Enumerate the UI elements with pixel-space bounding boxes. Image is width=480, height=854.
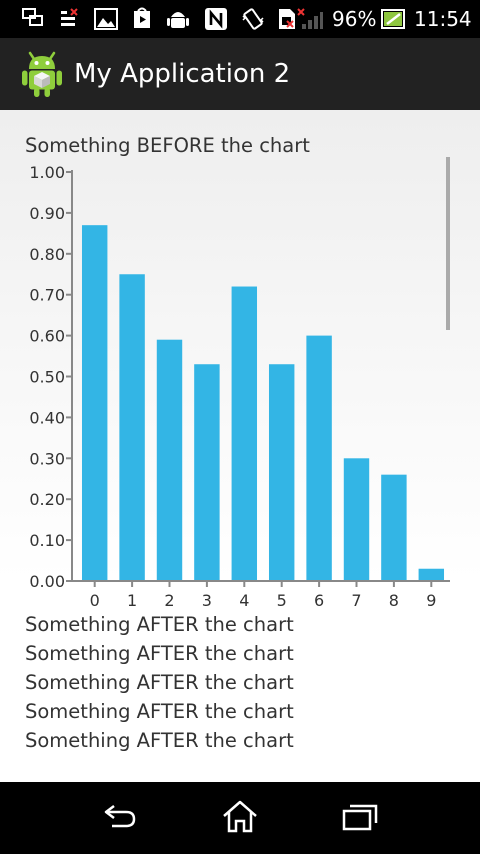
- y-tick-label: 0.00: [29, 572, 65, 591]
- bar: [381, 474, 407, 581]
- y-tick-label: 0.10: [29, 531, 65, 550]
- y-tick-label: 0.40: [29, 408, 65, 427]
- battery-charging-icon: [381, 7, 407, 35]
- bar: [418, 568, 445, 581]
- bar: [119, 274, 145, 581]
- y-tick-label: 0.50: [29, 368, 65, 387]
- x-tick-label: 7: [351, 591, 361, 610]
- y-tick-label: 0.60: [29, 327, 65, 346]
- screen-mirroring-icon: [22, 7, 44, 33]
- clock: 11:54: [414, 7, 472, 31]
- x-tick-label: 4: [239, 591, 249, 610]
- y-tick-label: 1.00: [29, 163, 65, 182]
- bar: [194, 364, 220, 581]
- android-debug-icon: [166, 7, 190, 35]
- x-tick-label: 1: [127, 591, 137, 610]
- navigation-bar: [0, 782, 480, 854]
- bar: [231, 286, 258, 581]
- signal-strength-icon: [296, 7, 324, 35]
- android-robot-icon[interactable]: [20, 50, 64, 102]
- home-button[interactable]: [210, 798, 270, 838]
- action-bar: My Application 2: [0, 38, 480, 110]
- x-tick-label: 9: [426, 591, 436, 610]
- app-title: My Application 2: [74, 59, 291, 89]
- vibrate-icon: [240, 7, 266, 35]
- back-icon: [90, 798, 150, 834]
- nfc-icon: [204, 7, 228, 35]
- home-icon: [210, 798, 270, 834]
- scrollbar[interactable]: [446, 157, 450, 330]
- battery-percentage: 96%: [332, 7, 377, 31]
- notification-list-icon: [58, 7, 80, 33]
- after-chart-text: Something AFTER the chart: [25, 613, 294, 636]
- x-tick-label: 0: [90, 591, 100, 610]
- status-bar: 96% 11:54: [0, 0, 480, 38]
- y-tick-label: 0.70: [29, 286, 65, 305]
- after-chart-text: Something AFTER the chart: [25, 642, 294, 665]
- bar: [343, 458, 370, 581]
- after-chart-text: Something AFTER the chart: [25, 700, 294, 723]
- bar-chart: 0.00 0.10 0.20 0.30 0.40 0.50 0.60 0.70 0.80 0.90…: [29, 163, 450, 610]
- y-tick-label: 0.90: [29, 204, 65, 223]
- y-tick-label: 0.80: [29, 245, 65, 264]
- bar: [268, 364, 295, 581]
- y-tick-label: 0.20: [29, 490, 65, 509]
- x-tick-label: 5: [277, 591, 287, 610]
- after-chart-text: Something AFTER the chart: [25, 671, 294, 694]
- bar: [81, 225, 108, 582]
- x-tick-label: 3: [202, 591, 212, 610]
- bar: [306, 335, 332, 581]
- back-button[interactable]: [90, 798, 150, 838]
- x-tick-label: 8: [389, 591, 399, 610]
- before-chart-text: Something BEFORE the chart: [25, 134, 310, 157]
- recent-apps-icon: [330, 798, 390, 834]
- gallery-icon: [94, 7, 118, 35]
- sim-card-icon: [276, 7, 298, 35]
- scroll-content[interactable]: Something BEFORE the chart 0.00 0.10 0.20 0…: [0, 110, 480, 782]
- play-store-icon: [130, 7, 154, 35]
- bar: [156, 339, 183, 581]
- recent-apps-button[interactable]: [330, 798, 390, 838]
- y-tick-label: 0.30: [29, 449, 65, 468]
- x-tick-label: 2: [164, 591, 174, 610]
- after-chart-text: Something AFTER the chart: [25, 729, 294, 752]
- x-tick-label: 6: [314, 591, 324, 610]
